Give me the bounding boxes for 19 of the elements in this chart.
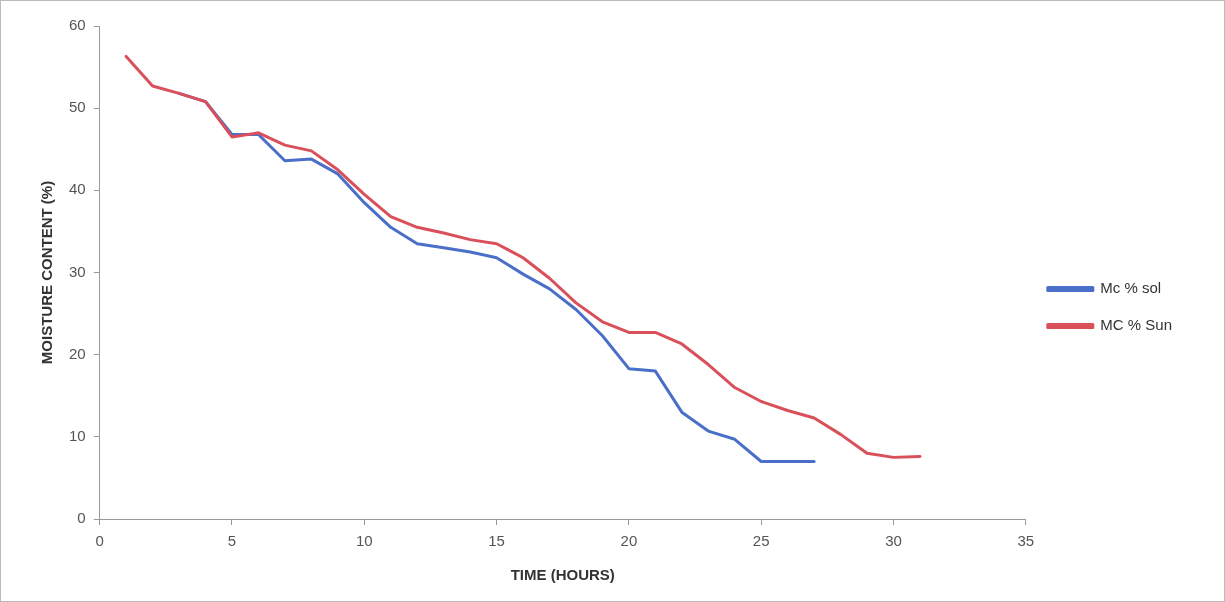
y-tick-label: 0: [77, 509, 86, 527]
y-tick-label: 10: [69, 426, 86, 444]
x-tick-label: 20: [620, 532, 638, 550]
y-tick-label: 60: [69, 16, 86, 34]
x-tick-label: 10: [355, 532, 373, 550]
y-axis-title: MOISTURE CONTENT (%): [38, 180, 56, 365]
y-tick-label: 30: [69, 262, 86, 280]
legend-label: MC % Sun: [1100, 316, 1173, 334]
y-tick-label: 50: [69, 98, 86, 116]
x-tick-label: 5: [227, 532, 237, 550]
x-tick-label: 25: [752, 532, 770, 550]
y-tick-label: 20: [69, 344, 86, 362]
legend-label: Mc % sol: [1100, 279, 1162, 297]
x-tick-label: 15: [488, 532, 505, 550]
x-tick-label: 30: [885, 532, 902, 550]
x-axis-title: TIME (HOURS): [510, 566, 615, 584]
y-tick-label: 40: [69, 180, 86, 198]
x-tick-label: 0: [95, 532, 104, 550]
x-tick-label: 35: [1017, 532, 1035, 550]
